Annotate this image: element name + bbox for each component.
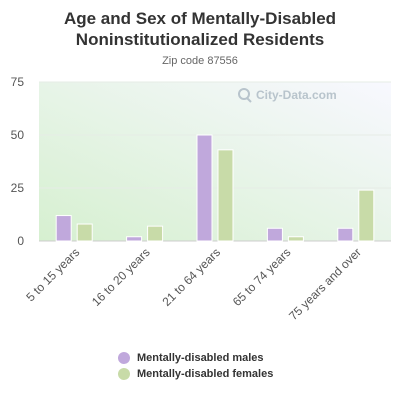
bar-females[interactable] — [358, 189, 375, 242]
bar-males[interactable] — [266, 227, 283, 242]
legend-swatch-males — [118, 352, 130, 364]
watermark: City-Data.com — [238, 88, 337, 103]
bar-males[interactable] — [337, 227, 354, 242]
legend-swatch-females — [118, 368, 130, 380]
watermark-text: City-Data.com — [256, 88, 337, 102]
bar-females[interactable] — [76, 223, 93, 242]
y-tick-label: 0 — [17, 234, 24, 248]
x-tick-label: 65 to 74 years — [230, 245, 294, 309]
x-tick-label: 5 to 15 years — [23, 245, 82, 304]
legend-label-females: Mentally-disabled females — [137, 368, 274, 380]
legend-item-females: Mentally-disabled females — [118, 366, 273, 382]
plot-background — [39, 82, 391, 241]
bar-females[interactable] — [287, 236, 304, 242]
bar-females[interactable] — [217, 149, 234, 242]
legend-label-males: Mentally-disabled males — [137, 352, 264, 364]
watermark-magnifier-icon — [238, 88, 250, 100]
x-tick-label: 75 years and over — [286, 245, 364, 323]
chart-title: Age and Sex of Mentally-Disabled Noninst… — [63, 9, 337, 49]
x-tick-label: 16 to 20 years — [89, 245, 153, 309]
y-tick-label: 50 — [11, 128, 25, 142]
bar-males[interactable] — [55, 215, 72, 242]
bar-females[interactable] — [147, 225, 164, 242]
y-tick-label: 75 — [11, 75, 25, 89]
x-tick-label: 21 to 64 years — [159, 245, 223, 309]
y-tick-label: 25 — [11, 181, 25, 195]
bar-males[interactable] — [126, 236, 143, 242]
legend: Mentally-disabled males Mentally-disable… — [118, 350, 273, 382]
legend-item-males: Mentally-disabled males — [118, 350, 273, 366]
watermark-magnifier-handle — [246, 97, 252, 103]
chart-subtitle: Zip code 87556 — [162, 55, 238, 67]
bar-males[interactable] — [196, 134, 213, 242]
